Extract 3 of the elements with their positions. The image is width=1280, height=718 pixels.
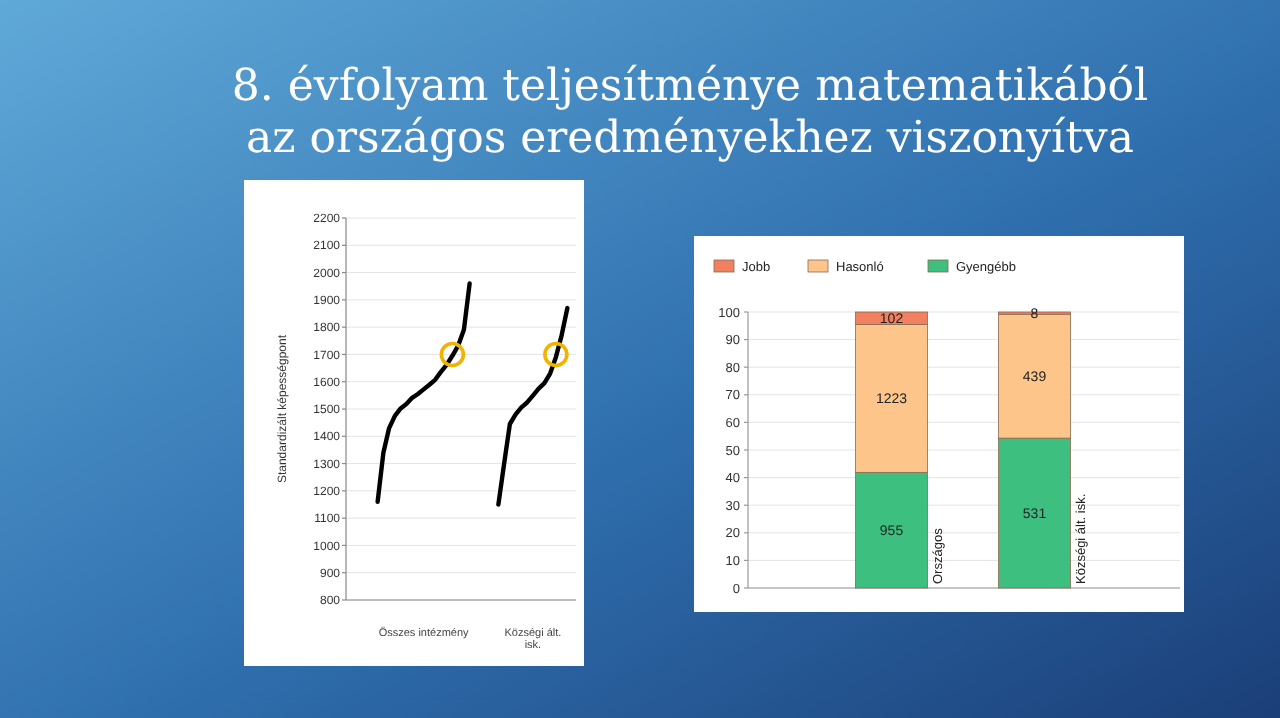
line-series <box>375 281 472 504</box>
text: 8. évfolyam teljesítménye matematikából az országos eredményekhez viszonyítva <box>231 62 1149 164</box>
line-series <box>496 305 570 507</box>
